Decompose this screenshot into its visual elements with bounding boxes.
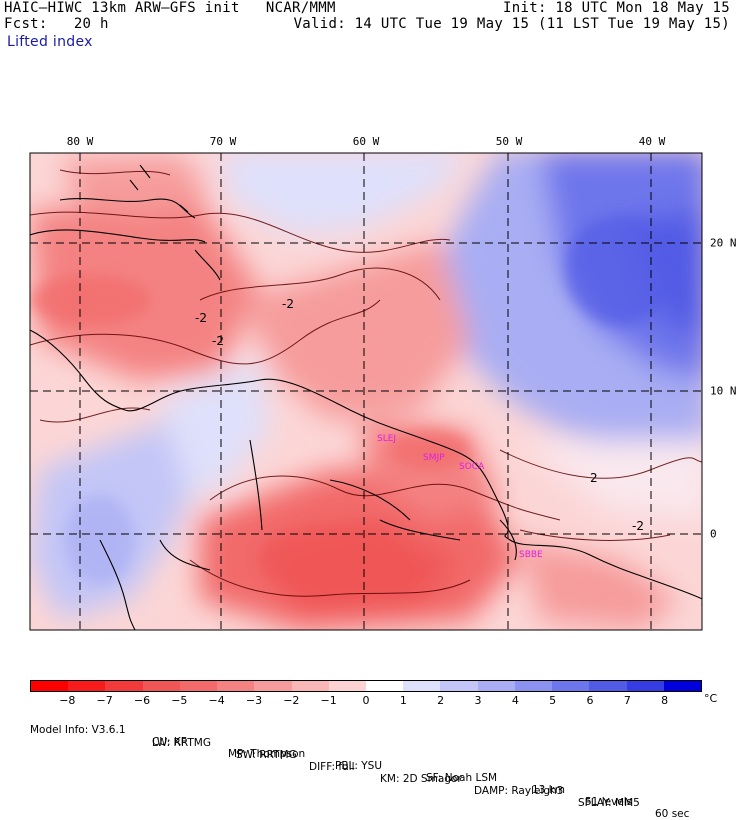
station-label: SBBE xyxy=(519,550,543,560)
colorbar-tick-label: 4 xyxy=(511,694,519,707)
contour-label: -2 xyxy=(195,311,207,325)
colorbar-cell xyxy=(179,681,218,691)
field-name: Lifted index xyxy=(7,34,93,50)
lat-label-0: 0 xyxy=(710,527,717,541)
model-title: HAIC–HIWC 13km ARW–GFS init NCAR/MMM xyxy=(4,0,336,16)
model-diff: DIFF: full xyxy=(309,761,355,773)
contour-lines xyxy=(30,169,702,597)
model-lw: LW: RRTMG xyxy=(152,737,211,749)
colorbar-cell xyxy=(142,681,180,691)
colorbar-cell xyxy=(365,681,404,691)
colorbar-tick-label: −7 xyxy=(96,694,113,707)
map-canvas: -2 -2 -2 2 -2 SLEJ SMJP SOCA SBBE xyxy=(29,152,703,631)
lon-label-60w: 60 W xyxy=(352,135,380,148)
model-version: Model Info: V3.6.1 xyxy=(30,724,126,736)
colorbar-tick-label: 6 xyxy=(586,694,594,707)
lon-label-80w: 80 W xyxy=(66,135,94,148)
colorbar-tick-label: 1 xyxy=(399,694,407,707)
colorbar-cell xyxy=(552,681,590,691)
colorbar-cell xyxy=(626,681,664,691)
colorbar-cell xyxy=(254,681,292,691)
model-timestep: 60 sec xyxy=(655,808,690,820)
lat-label-10n: 10 N xyxy=(710,384,737,398)
lon-label-70w: 70 W xyxy=(209,135,237,148)
colorbar-tick-label: −2 xyxy=(283,694,300,707)
contour-label: 2 xyxy=(590,471,598,485)
colorbar-tick-label: 5 xyxy=(549,694,557,707)
colorbar-cell xyxy=(477,681,515,691)
colorbar-cell xyxy=(31,681,69,691)
model-sflay: SFLAY: MM5 xyxy=(578,797,640,809)
colorbar-tick-label: −5 xyxy=(171,694,188,707)
colorbar-tick-label: −3 xyxy=(245,694,263,707)
station-label: SLEJ xyxy=(377,434,396,444)
map-frame xyxy=(29,152,703,631)
colorbar xyxy=(30,680,702,692)
colorbar-cell xyxy=(68,681,106,691)
valid-time: Valid: 14 UTC Tue 19 May 15 (11 LST Tue … xyxy=(293,16,730,32)
colorbar-tick-label: 7 xyxy=(623,694,631,707)
colorbar-cell xyxy=(217,681,255,691)
colorbar-tick-label: 0 xyxy=(362,694,370,707)
forecast-hour: Fcst: 20 h xyxy=(4,16,109,32)
lon-label-50w: 50 W xyxy=(495,135,523,148)
model-info-line2: LW: RRTMG SW: RRTMG DIFF: full KM: 2D Sm… xyxy=(0,725,740,809)
coastlines xyxy=(30,164,702,630)
colorbar-tick-label: −6 xyxy=(133,694,151,707)
colorbar-tick-label: −8 xyxy=(59,694,76,707)
colorbar-cell xyxy=(403,681,441,691)
colorbar-tick-label: 8 xyxy=(661,694,669,707)
lon-label-40w: 40 W xyxy=(638,135,666,148)
contour-label: -2 xyxy=(212,334,224,348)
model-sw: SW: RRTMG xyxy=(236,749,297,761)
station-label: SOCA xyxy=(459,462,485,472)
colorbar-tick-label: −1 xyxy=(320,694,337,707)
station-label: SMJP xyxy=(423,453,445,463)
colorbar-cell xyxy=(105,681,143,691)
colorbar-cell xyxy=(589,681,627,691)
colorbar-cell xyxy=(328,681,366,691)
model-damp: DAMP: Rayleigh3 xyxy=(474,785,564,797)
colorbar-tick-label: −4 xyxy=(208,694,225,707)
colorbar-tick-label: 3 xyxy=(474,694,482,707)
colorbar-cell xyxy=(291,681,329,691)
colorbar-unit: °C xyxy=(704,692,718,705)
lifted-index-field xyxy=(30,153,702,630)
contour-label: -2 xyxy=(282,297,294,311)
graticule xyxy=(30,153,702,630)
colorbar-tick-label: 2 xyxy=(437,694,445,707)
init-time: Init: 18 UTC Mon 18 May 15 xyxy=(503,0,730,16)
lat-label-20n: 20 N xyxy=(710,236,737,250)
colorbar-cell xyxy=(514,681,553,691)
colorbar-cell xyxy=(440,681,478,691)
model-km: KM: 2D Smagor xyxy=(380,773,462,785)
contour-label: -2 xyxy=(632,519,644,533)
colorbar-cell xyxy=(663,681,701,691)
